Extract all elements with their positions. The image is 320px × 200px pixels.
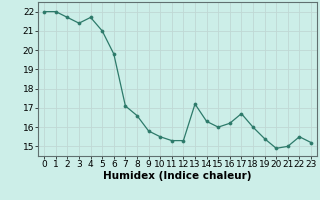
X-axis label: Humidex (Indice chaleur): Humidex (Indice chaleur) bbox=[103, 171, 252, 181]
